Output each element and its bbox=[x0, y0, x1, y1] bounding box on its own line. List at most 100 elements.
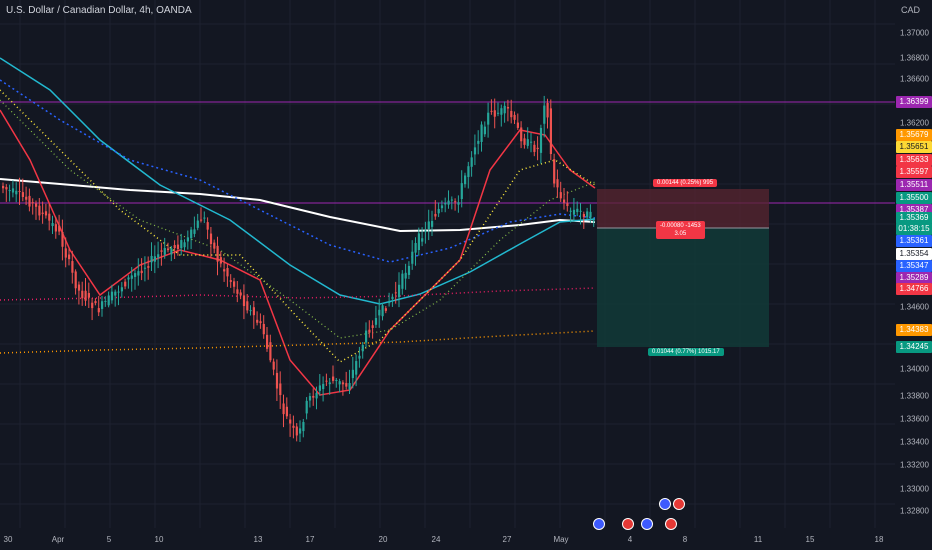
price-tick: 1.33400 bbox=[900, 437, 929, 447]
candle-body bbox=[454, 201, 457, 203]
symbol-title[interactable]: U.S. Dollar / Canadian Dollar, 4h, OANDA bbox=[6, 5, 192, 16]
candle-body bbox=[229, 280, 232, 282]
time-tick: 15 bbox=[805, 535, 815, 544]
candle-body bbox=[338, 381, 341, 385]
candle-body bbox=[219, 257, 222, 264]
candle-body bbox=[394, 292, 397, 294]
stop-loss-label: 0.00144 (0.25%) 995 bbox=[653, 179, 718, 187]
price-label: 1.35679 bbox=[896, 129, 932, 141]
candle-body bbox=[497, 112, 500, 114]
candle-body bbox=[84, 290, 87, 301]
candle-body bbox=[196, 220, 199, 228]
flag-us-icon[interactable] bbox=[659, 498, 671, 510]
candle-body bbox=[77, 284, 81, 291]
candle-body bbox=[153, 256, 156, 262]
price-tick: 1.32800 bbox=[900, 506, 929, 516]
candle-body bbox=[107, 295, 110, 306]
candle-body bbox=[61, 231, 64, 247]
candle-body bbox=[127, 277, 130, 280]
candle-body bbox=[487, 112, 490, 125]
flag-us-icon[interactable] bbox=[593, 518, 605, 530]
ma-orange-dots bbox=[0, 330, 596, 354]
flag-ca-icon[interactable] bbox=[622, 518, 634, 530]
time-tick: Apr bbox=[51, 535, 65, 544]
candle-body bbox=[365, 330, 368, 343]
candle-body bbox=[592, 220, 595, 222]
price-label: 1.35597 bbox=[896, 166, 932, 178]
candle-body bbox=[381, 305, 384, 317]
candle-body bbox=[341, 382, 345, 385]
time-tick: May bbox=[553, 535, 569, 544]
candle-body bbox=[200, 219, 203, 221]
entry-label: -0.00080 -1453 3.05 bbox=[656, 221, 705, 239]
candle-body bbox=[335, 379, 338, 381]
candle-body bbox=[539, 127, 543, 153]
candle-body bbox=[424, 230, 427, 232]
price-label: 1.36399 bbox=[896, 96, 932, 108]
candle-body bbox=[483, 126, 486, 135]
candle-body bbox=[407, 265, 411, 275]
candle-body bbox=[345, 383, 348, 387]
take-profit-label: 0.01044 (0.77%) 1015.17 bbox=[648, 348, 724, 356]
price-label: 1.34245 bbox=[896, 341, 932, 353]
candle-body bbox=[444, 202, 447, 205]
candle-body bbox=[150, 255, 153, 263]
candle-body bbox=[299, 428, 302, 434]
candle-body bbox=[315, 392, 318, 399]
price-tick: 1.34600 bbox=[900, 302, 929, 312]
candle-body bbox=[97, 308, 100, 313]
candle-body bbox=[553, 159, 556, 184]
flag-ca-icon[interactable] bbox=[673, 498, 685, 510]
flag-ca-icon[interactable] bbox=[665, 518, 677, 530]
candle-body bbox=[223, 269, 226, 272]
price-label: 1.35361 bbox=[896, 235, 932, 247]
price-tick: 1.33600 bbox=[900, 414, 929, 424]
candle-body bbox=[173, 245, 176, 249]
candle-body bbox=[252, 307, 255, 316]
candle-body bbox=[114, 291, 117, 296]
candle-body bbox=[28, 195, 31, 207]
candle-body bbox=[8, 190, 11, 192]
candle-body bbox=[556, 179, 559, 188]
price-label: 01:38:15 bbox=[896, 223, 932, 235]
candle-body bbox=[87, 293, 90, 298]
candle-body bbox=[11, 188, 15, 193]
price-label: 1.35633 bbox=[896, 154, 932, 166]
flag-us-icon[interactable] bbox=[641, 518, 653, 530]
price-tick: 1.36800 bbox=[900, 53, 929, 63]
candle-body bbox=[242, 295, 246, 307]
candle-body bbox=[71, 261, 74, 273]
time-tick: 27 bbox=[502, 535, 512, 544]
candle-body bbox=[147, 266, 150, 268]
candle-body bbox=[559, 192, 562, 199]
candle-body bbox=[272, 361, 275, 370]
candle-body bbox=[355, 361, 358, 375]
candle-body bbox=[190, 229, 193, 239]
time-tick: 8 bbox=[682, 535, 688, 544]
price-label: 1.34383 bbox=[896, 324, 932, 336]
candle-body bbox=[520, 127, 523, 142]
candle-body bbox=[21, 192, 24, 197]
candle-body bbox=[15, 190, 18, 195]
candle-body bbox=[259, 321, 262, 324]
candle-body bbox=[401, 273, 404, 289]
candle-body bbox=[206, 222, 209, 230]
candle-body bbox=[292, 425, 295, 428]
candle-body bbox=[48, 213, 51, 221]
time-tick: 17 bbox=[305, 535, 315, 544]
candle-body bbox=[74, 271, 77, 289]
price-tick: 1.33000 bbox=[900, 484, 929, 494]
candle-body bbox=[137, 271, 140, 276]
candle-body bbox=[440, 205, 444, 209]
candle-body bbox=[2, 185, 5, 189]
ma-teal-line bbox=[0, 57, 596, 305]
candle-body bbox=[233, 281, 236, 287]
candle-body bbox=[332, 376, 335, 381]
time-tick: 13 bbox=[253, 535, 263, 544]
ma-blue-line bbox=[0, 79, 596, 263]
time-tick: 24 bbox=[431, 535, 441, 544]
price-label: 1.35347 bbox=[896, 260, 932, 272]
candle-body bbox=[411, 251, 414, 264]
